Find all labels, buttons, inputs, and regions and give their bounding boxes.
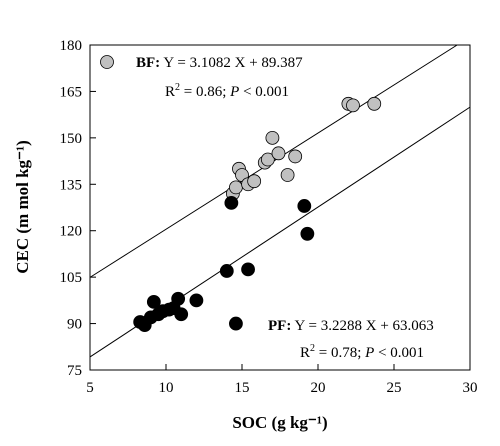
y-tick-label: 150 [60,131,83,147]
point-pf [241,262,255,277]
bf-r2-value: = 0.86; [180,84,230,100]
point-pf [297,199,312,213]
y-tick-label: 75 [67,363,82,379]
y-tick-label: 90 [67,317,82,333]
pf-p-label: P [364,345,374,361]
point-bf [288,149,303,164]
pf-r2-label: R [300,345,310,361]
y-tick-label: 120 [60,224,83,240]
point-pf [146,295,161,309]
x-tick-label: 15 [235,380,250,396]
bf-series-name: BF [136,55,155,71]
x-tick-label: 25 [387,380,402,396]
point-bf [280,168,295,182]
pf-r2-exp: 2 [310,343,315,354]
point-pf [300,226,315,241]
point-bf [367,96,382,111]
x-axis-title: SOC (g kg⁻¹) [232,413,327,432]
y-tick-label: 105 [60,270,83,286]
y-axis-title: CEC (m mol kg⁻¹) [13,140,32,274]
point-pf [219,264,234,278]
point-bf [247,174,262,189]
plot-frame [89,44,471,371]
point-bf [271,146,286,161]
point-pf [174,307,189,322]
data-points [133,96,382,333]
pf-p-value: < 0.001 [374,345,424,361]
pf-equation-text: Y = 3.2288 X + 63.063 [295,318,434,334]
bf-p-label: P [229,84,239,100]
pf-series-name: PF [268,318,286,334]
pf-r2-value: = 0.78; [315,345,365,361]
x-tick-label: 10 [159,380,174,396]
x-tick-label: 30 [463,380,478,396]
point-bf [229,180,243,195]
bf-r2-label: R [165,84,175,100]
bf-p-value: < 0.001 [239,84,289,100]
x-axis-ticks: 5 10 15 20 25 30 [86,364,478,396]
bf-stats: R2 = 0.86; P < 0.001 [165,82,289,100]
point-bf [346,98,360,113]
point-pf [171,291,186,306]
bf-r2-exp: 2 [175,82,180,93]
legend-marker-bf [100,55,114,69]
y-tick-label: 165 [60,84,83,100]
bf-equation-text: Y = 3.1082 X + 89.387 [163,55,303,71]
point-pf [224,195,239,210]
point-pf [229,316,243,331]
pf-equation: PF: Y = 3.2288 X + 63.063 [268,318,434,334]
y-tick-label: 135 [60,177,83,193]
point-bf [260,152,275,167]
y-axis-ticks: 75 90 105 120 135 150 165 180 [60,38,96,379]
bf-equation: BF: Y = 3.1082 X + 89.387 [136,55,303,71]
pf-stats: R2 = 0.78; P < 0.001 [300,343,424,361]
x-tick-label: 20 [311,380,326,396]
point-pf [189,293,204,308]
x-tick-label: 5 [86,380,94,396]
y-tick-label: 180 [60,38,83,54]
point-bf [265,130,280,145]
